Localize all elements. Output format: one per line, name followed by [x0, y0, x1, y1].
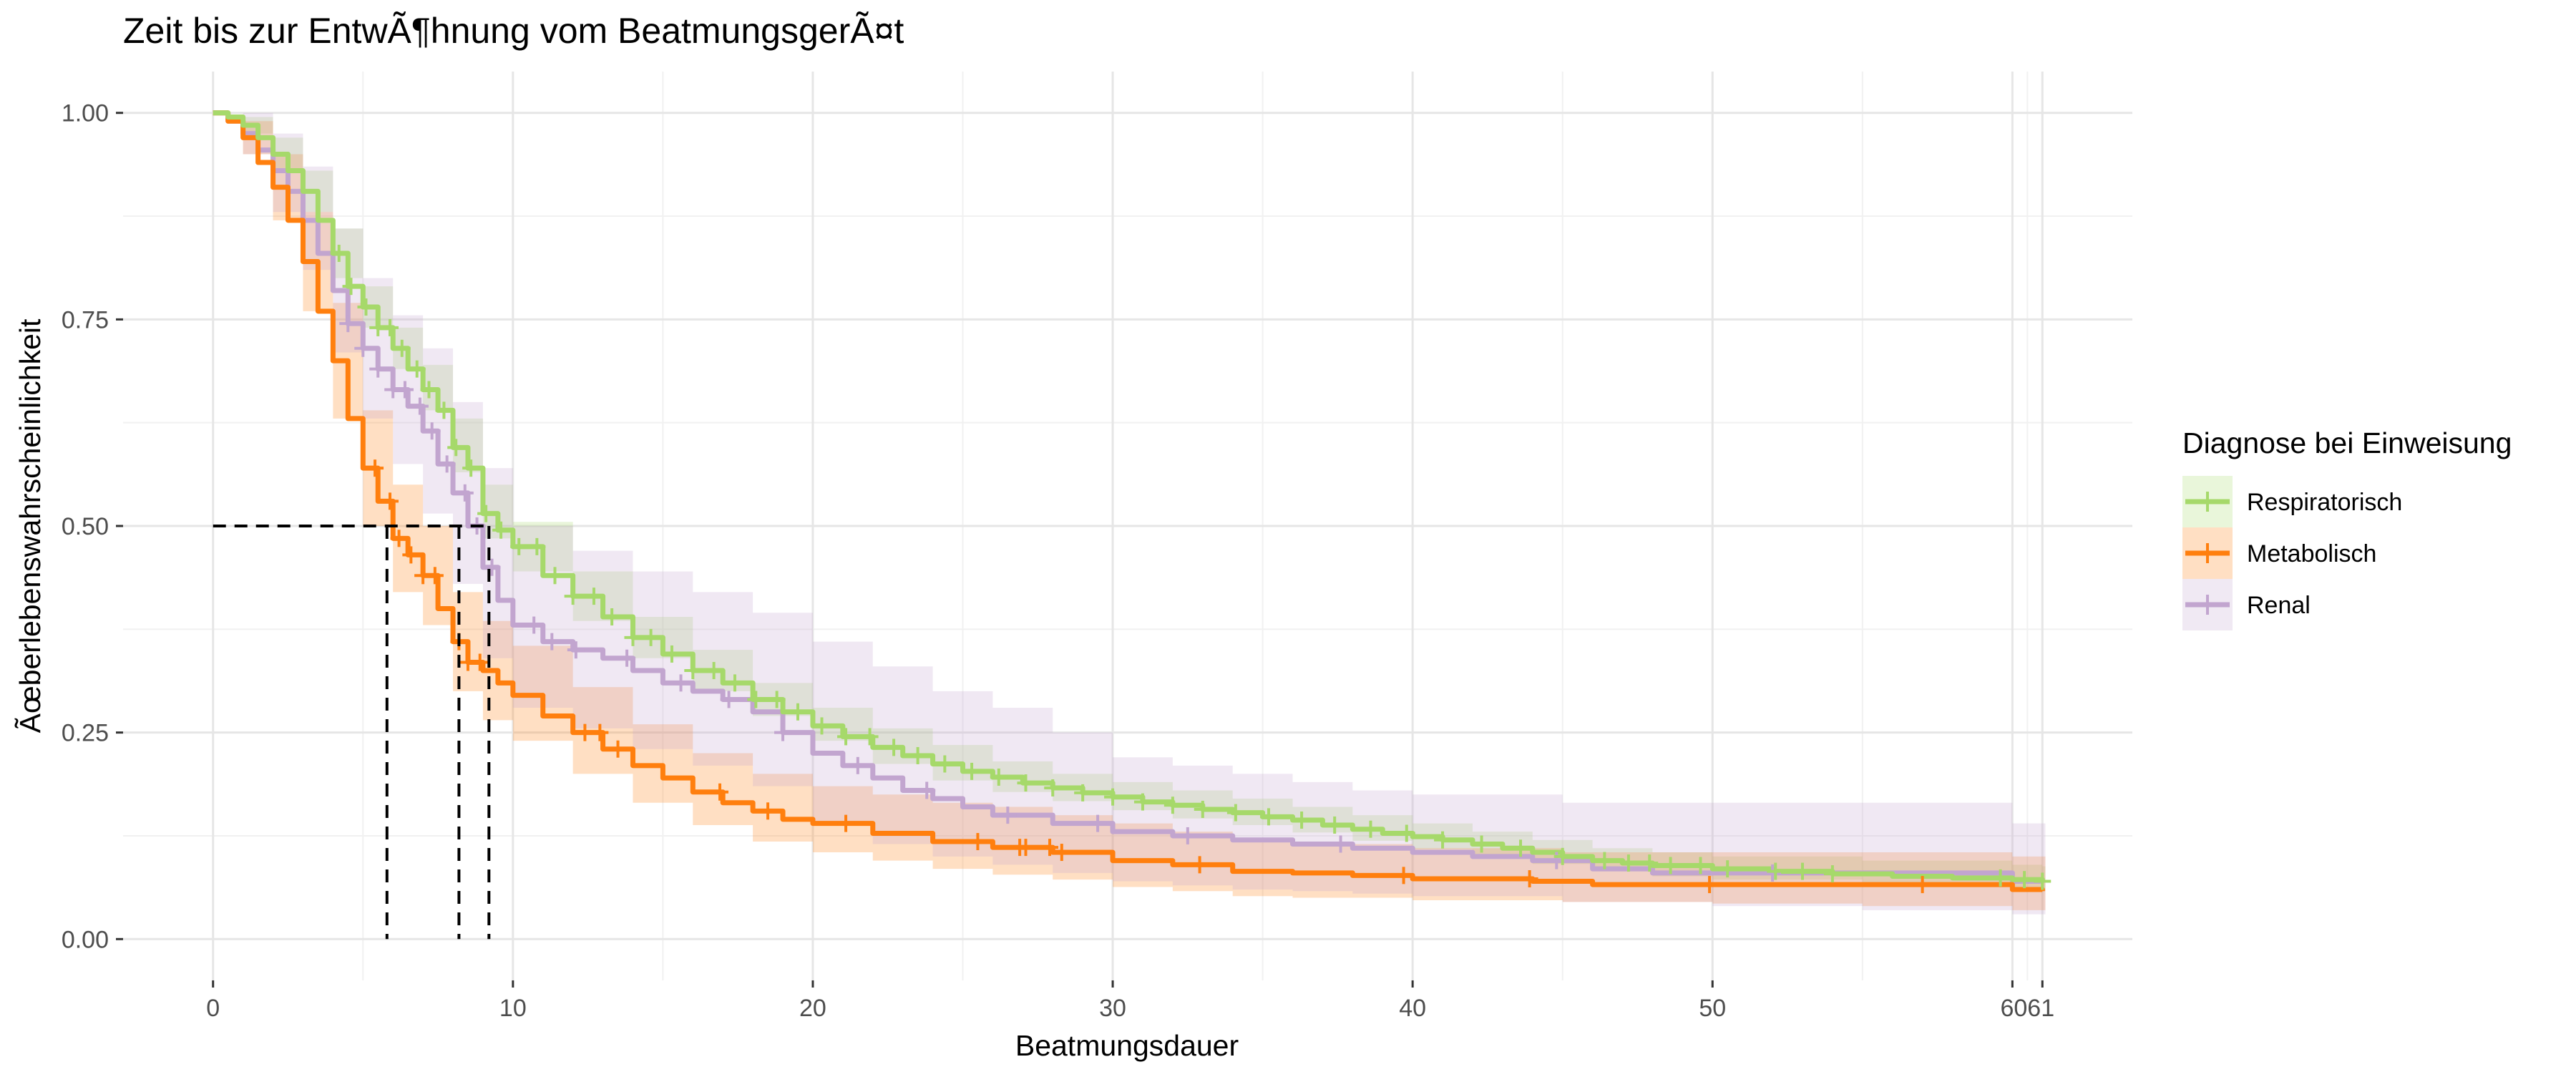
legend-keys: Respiratorisch Metabolisch Renal [2182, 476, 2402, 630]
x-tick-label: 20 [799, 995, 826, 1022]
x-axis-title: Beatmungsdauer [1015, 1029, 1239, 1062]
x-tick-label: 0 [206, 995, 220, 1022]
censor-group-3 [339, 315, 1782, 882]
legend-label: Metabolisch [2247, 540, 2376, 567]
plot-panel [123, 72, 2132, 980]
x-tick-label: 40 [1399, 995, 1426, 1022]
legend-item-1: Respiratorisch [2182, 476, 2402, 527]
censor-group-1 [330, 245, 2051, 890]
y-tick-label: 0.75 [62, 306, 109, 333]
confidence-bands [213, 112, 2046, 915]
survival-curve-3 [213, 110, 2043, 884]
x-tick-label: 50 [1699, 995, 1726, 1022]
x-tick-label: 30 [1099, 995, 1126, 1022]
y-tick-label: 0.00 [62, 926, 109, 953]
y-axis: 0.00 0.25 0.50 0.75 1.00 [62, 100, 123, 953]
median-lines [213, 525, 491, 940]
x-tick-label: 6061 [2000, 995, 2054, 1022]
censor-marks [330, 245, 2051, 894]
legend-item-2: Metabolisch [2182, 527, 2376, 579]
legend-label: Renal [2247, 592, 2311, 619]
legend: Diagnose bei Einweisung Respiratorisch Me… [2182, 427, 2512, 630]
grid-major [123, 72, 2132, 980]
legend-label: Respiratorisch [2247, 489, 2402, 516]
chart-title: Zeit bis zur EntwÃ¶hnung vom Beatmungsge… [123, 11, 904, 51]
y-tick-label: 0.50 [62, 513, 109, 540]
y-tick-label: 1.00 [62, 100, 109, 127]
legend-item-3: Renal [2182, 579, 2311, 630]
legend-title: Diagnose bei Einweisung [2182, 427, 2512, 459]
x-axis: 0 10 20 30 40 50 6061 [206, 980, 2054, 1022]
confidence-band-3 [213, 112, 2046, 915]
y-tick-label: 0.25 [62, 720, 109, 747]
x-tick-label: 10 [499, 995, 527, 1022]
y-axis-title: Ãœberlebenswahrscheinlichkeit [14, 318, 47, 733]
